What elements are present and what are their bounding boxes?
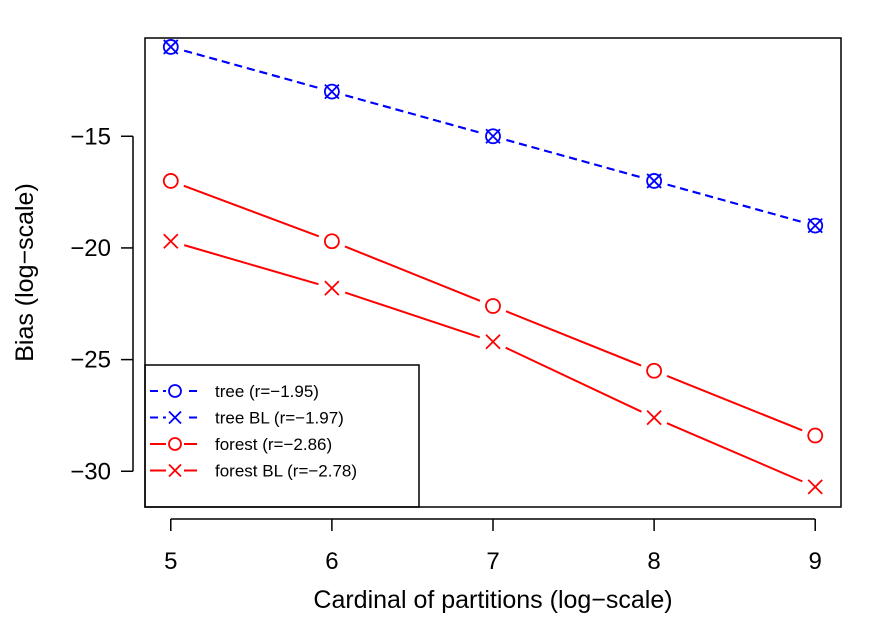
legend-entry: tree (r=−1.95) — [150, 382, 319, 401]
legend-label: tree BL (r=−1.97) — [215, 409, 344, 428]
series-1 — [163, 39, 823, 234]
data-point — [807, 217, 824, 234]
series-line-segment — [184, 49, 319, 89]
legend-label: forest BL (r=−2.78) — [215, 462, 357, 481]
data-point — [485, 298, 501, 314]
data-point — [162, 39, 179, 55]
cross-stroke — [807, 479, 823, 495]
series-2 — [162, 173, 824, 444]
data-point — [807, 217, 823, 234]
series-layer — [162, 39, 824, 495]
series-3 — [163, 233, 823, 495]
y-tick-label: −30 — [70, 458, 111, 485]
series-line-segment — [183, 184, 320, 238]
y-tick-label: −25 — [70, 347, 111, 374]
plot-frame — [144, 37, 842, 508]
legend-marker — [168, 463, 182, 478]
data-point — [323, 233, 340, 250]
x-tick-label: 6 — [325, 548, 338, 575]
data-point — [324, 83, 340, 100]
cross-stroke — [168, 463, 182, 478]
y-tick-label: −20 — [70, 235, 111, 262]
cross-stroke — [324, 280, 340, 296]
cross-stroke — [485, 334, 501, 350]
series-line-segment — [344, 245, 481, 302]
legend-marker — [168, 437, 182, 451]
cross-stroke — [646, 173, 662, 189]
series-line-segment — [506, 139, 641, 179]
cross-stroke — [168, 410, 182, 425]
data-point — [646, 173, 663, 189]
x-tick-label: 9 — [809, 548, 822, 575]
cross-stroke — [485, 128, 501, 144]
cross-stroke — [807, 217, 823, 234]
data-point — [646, 173, 662, 189]
data-point — [163, 39, 179, 55]
series-line-segment — [345, 94, 480, 134]
x-tick-label: 7 — [486, 548, 499, 575]
data-point — [646, 362, 663, 379]
x-axis: 5 6 7 8 9 — [164, 518, 822, 575]
cross-stroke — [324, 83, 340, 100]
cross-stroke — [163, 233, 179, 249]
data-point — [807, 427, 824, 444]
y-axis-title: Bias (log−scale) — [11, 183, 39, 362]
series-line-segment — [344, 291, 481, 339]
data-point — [323, 83, 340, 100]
data-point — [485, 334, 501, 350]
legend-label: tree (r=−1.95) — [215, 382, 319, 401]
data-point — [646, 410, 662, 426]
series-line-segment — [505, 310, 642, 367]
data-point — [807, 479, 823, 495]
data-point — [163, 233, 179, 249]
legend-box — [144, 364, 420, 508]
y-axis: −15 −20 −25 −30 — [70, 123, 134, 485]
legend: tree (r=−1.95) tree BL (r=−1.97) forest (r… — [144, 364, 420, 508]
x-axis-title: Cardinal of partitions (log−scale) — [313, 586, 672, 614]
series-line-segment — [666, 375, 803, 432]
cross-stroke — [646, 410, 662, 426]
data-point — [485, 128, 501, 144]
x-tick-label: 5 — [164, 548, 177, 575]
series-line-segment — [183, 244, 319, 286]
legend-label: forest (r=−2.86) — [215, 435, 332, 454]
series-line-segment — [667, 183, 802, 223]
legend-entry: tree BL (r=−1.97) — [150, 408, 344, 428]
data-point — [162, 173, 179, 189]
legend-marker — [168, 384, 182, 398]
cross-stroke — [163, 39, 179, 55]
legend-marker — [168, 410, 182, 425]
data-point — [485, 128, 501, 145]
series-line-segment — [666, 422, 803, 483]
data-point — [324, 280, 340, 296]
series-line-segment — [505, 346, 642, 413]
legend-entry: forest BL (r=−2.78) — [150, 461, 357, 481]
legend-entry: forest (r=−2.86) — [150, 435, 332, 454]
x-tick-label: 8 — [647, 548, 660, 575]
y-tick-label: −15 — [70, 123, 111, 150]
